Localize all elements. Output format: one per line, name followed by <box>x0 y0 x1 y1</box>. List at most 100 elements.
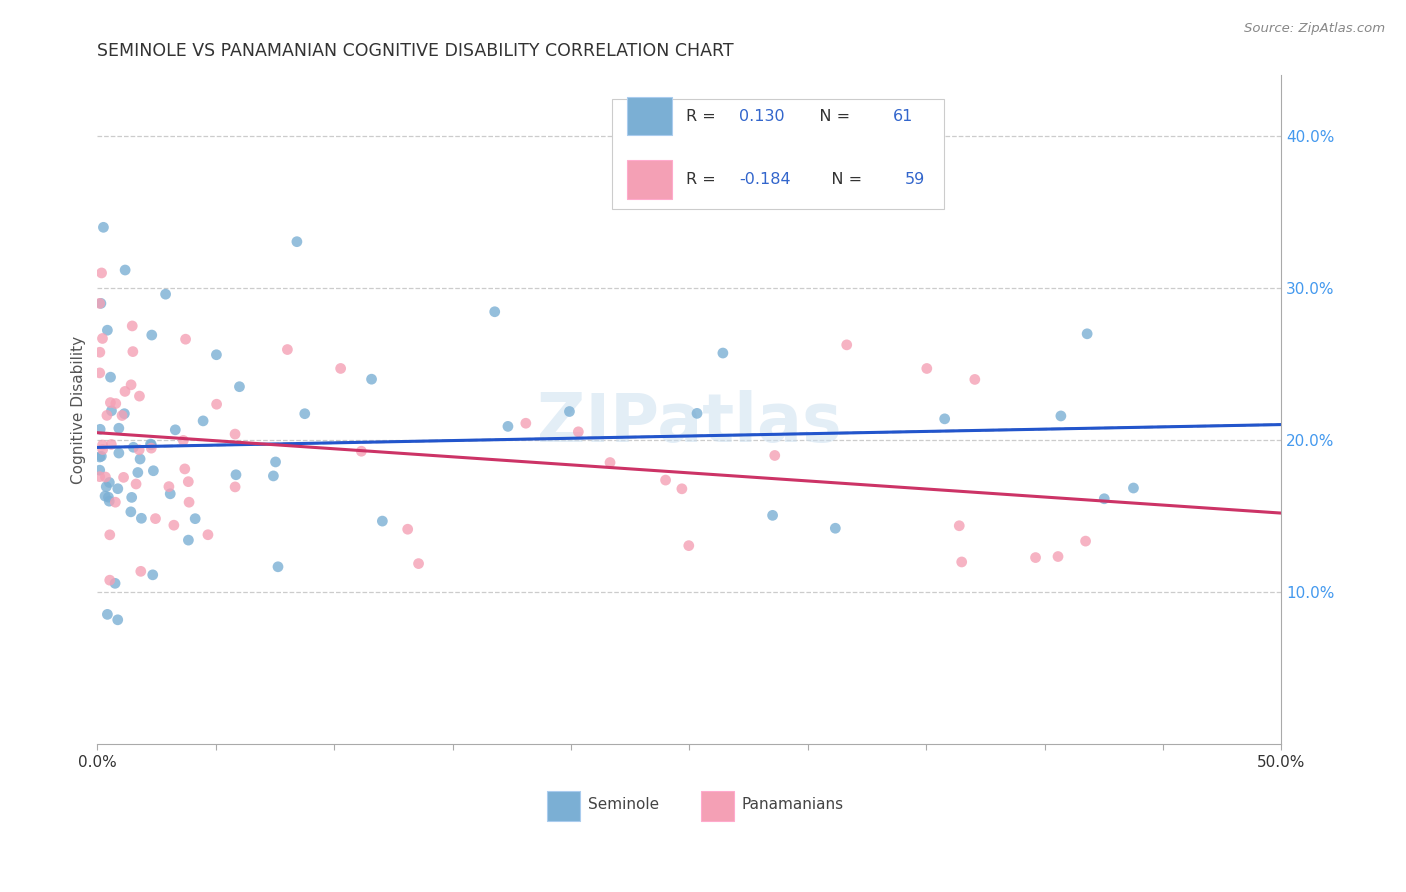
Point <box>114 263 136 277</box>
Point <box>711 346 734 360</box>
Point <box>142 567 165 582</box>
Point <box>131 511 153 525</box>
Point <box>224 427 246 442</box>
Point <box>761 508 783 523</box>
Point <box>824 521 846 535</box>
Point <box>484 304 506 318</box>
Point <box>177 475 200 489</box>
Point <box>104 396 127 410</box>
Point <box>1025 550 1047 565</box>
Point <box>267 559 290 574</box>
Point <box>89 422 111 436</box>
Point <box>163 518 186 533</box>
Point <box>104 576 127 591</box>
Point <box>558 404 581 418</box>
Point <box>671 482 693 496</box>
Bar <box>627 161 672 199</box>
Point <box>567 425 589 439</box>
Point <box>678 539 700 553</box>
Point <box>89 463 111 477</box>
Point <box>112 470 135 484</box>
Point <box>127 466 149 480</box>
Point <box>155 287 177 301</box>
Point <box>141 438 163 452</box>
Point <box>371 514 394 528</box>
Point <box>205 348 228 362</box>
Point <box>129 452 152 467</box>
Point <box>98 494 121 508</box>
Point <box>93 220 115 235</box>
Point <box>128 389 150 403</box>
Text: ZIPatlas: ZIPatlas <box>537 390 842 456</box>
Point <box>100 404 122 418</box>
Point <box>121 491 143 505</box>
Point <box>1047 549 1070 564</box>
Point <box>91 438 114 452</box>
Point <box>96 607 118 622</box>
Point <box>114 384 136 399</box>
Point <box>224 480 246 494</box>
Point <box>122 440 145 454</box>
Point <box>139 437 162 451</box>
Point <box>963 372 986 386</box>
Point <box>1076 326 1098 341</box>
Point <box>107 613 129 627</box>
Point <box>197 527 219 541</box>
Point <box>228 380 250 394</box>
Point <box>90 296 112 310</box>
Point <box>948 518 970 533</box>
Point <box>396 522 419 536</box>
Point <box>89 469 111 483</box>
Bar <box>627 96 672 136</box>
Point <box>654 473 676 487</box>
Point <box>108 421 131 435</box>
Point <box>97 490 120 504</box>
Point <box>91 442 114 457</box>
Text: -0.184: -0.184 <box>740 172 790 187</box>
Point <box>100 395 122 409</box>
Point <box>184 511 207 525</box>
Point <box>108 446 131 460</box>
Point <box>165 423 187 437</box>
Point <box>763 449 786 463</box>
Point <box>89 296 111 310</box>
Bar <box>547 791 581 822</box>
Point <box>120 377 142 392</box>
Text: 0.130: 0.130 <box>740 109 785 123</box>
Point <box>172 434 194 448</box>
Text: N =: N = <box>804 109 855 123</box>
Point <box>89 450 111 464</box>
Point <box>89 345 111 359</box>
Text: R =: R = <box>686 172 721 187</box>
Point <box>294 407 316 421</box>
Point <box>174 332 197 346</box>
Point <box>120 505 142 519</box>
Point <box>496 419 519 434</box>
Point <box>329 361 352 376</box>
Point <box>96 323 118 337</box>
Point <box>111 409 134 423</box>
Point <box>94 489 117 503</box>
Point <box>112 407 135 421</box>
Point <box>98 528 121 542</box>
Point <box>285 235 308 249</box>
Text: 59: 59 <box>905 172 925 187</box>
Point <box>515 416 537 430</box>
Point <box>141 328 163 343</box>
Text: Seminole: Seminole <box>588 797 658 813</box>
Bar <box>702 791 734 822</box>
Point <box>276 343 298 357</box>
Point <box>225 467 247 482</box>
Point <box>191 414 214 428</box>
Point <box>142 464 165 478</box>
Point <box>1050 409 1073 423</box>
Point <box>121 318 143 333</box>
Text: N =: N = <box>815 172 868 187</box>
Point <box>915 361 938 376</box>
Point <box>177 533 200 548</box>
Point <box>100 370 122 384</box>
Point <box>100 437 122 451</box>
Point <box>98 475 121 490</box>
Point <box>408 557 430 571</box>
Y-axis label: Cognitive Disability: Cognitive Disability <box>72 335 86 484</box>
